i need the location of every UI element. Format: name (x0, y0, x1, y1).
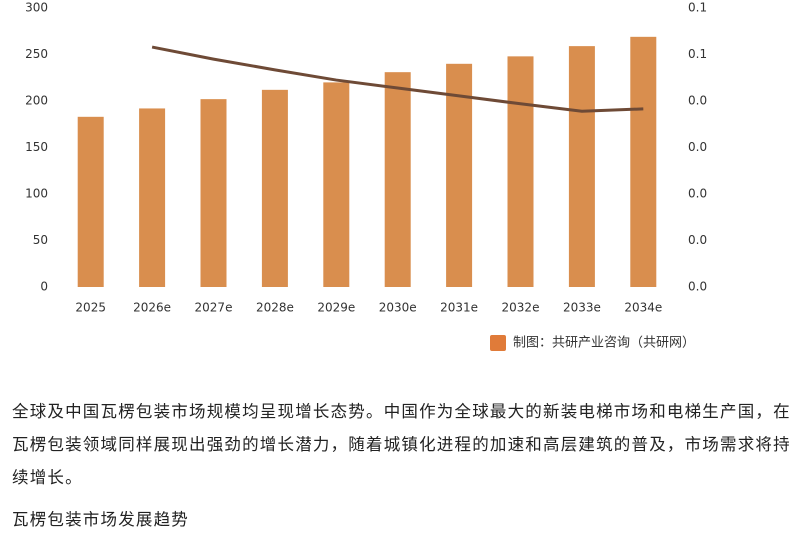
x-tick-label: 2031e (440, 301, 478, 315)
x-tick-label: 2032e (502, 301, 540, 315)
bar (630, 36, 657, 287)
bar (200, 99, 227, 287)
bar (139, 108, 166, 287)
chart: 制图：共研产业咨询（共研网） 0 50 100 150 200 250 300 0.0 0.0 0… (25, 1, 707, 351)
bar (507, 56, 534, 287)
x-tick-label: 2033e (563, 301, 601, 315)
y-tick-label: 0 (40, 280, 48, 294)
line (151, 45, 644, 113)
bar (384, 72, 411, 287)
y2-tick-label: 0.1 (688, 47, 707, 61)
logo (490, 335, 506, 351)
x-tick-label: 2030e (379, 301, 417, 315)
bar (568, 46, 595, 287)
y2-tick-label: 0.0 (688, 280, 707, 294)
bar (446, 63, 473, 287)
x-tick-label: 2028e (256, 301, 294, 315)
y-tick-label: 200 (25, 94, 48, 108)
x-tick-label: 2027e (195, 301, 233, 315)
y2-tick-label: 0.1 (688, 1, 707, 15)
x-tick-label: 2034e (624, 301, 662, 315)
bar (77, 116, 104, 287)
y2-tick-label: 0.0 (688, 140, 707, 154)
source: 制图：共研产业咨询（共研网） (513, 336, 695, 351)
bar (261, 89, 288, 287)
y-tick-label: 300 (25, 1, 48, 15)
y-tick-label: 50 (33, 233, 48, 247)
heading: 瓦楞包装市场发展趋势 (12, 510, 189, 529)
y2-tick-label: 0.0 (688, 94, 707, 108)
x-tick-label: 2025 (75, 301, 106, 315)
y-tick-label: 150 (25, 140, 48, 154)
y2-tick-label: 0.0 (688, 187, 707, 201)
y2-tick-label: 0.0 (688, 233, 707, 247)
y-tick-label: 100 (25, 187, 48, 201)
bar (323, 82, 350, 288)
paragraph: 全球及中国瓦楞包装市场规模均呈现增长态势。中国作为全球最大的新装电梯市场和电梯生… (12, 402, 791, 487)
x-tick-label: 2026e (133, 301, 171, 315)
x-tick-label: 2029e (317, 301, 355, 315)
y-tick-label: 250 (25, 47, 48, 61)
